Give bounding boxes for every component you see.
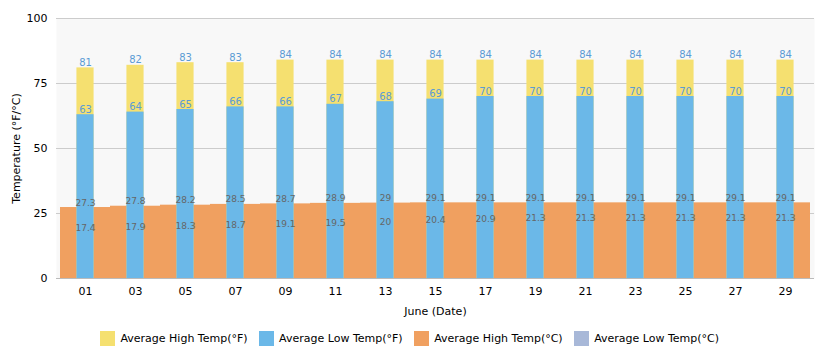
svg-text:21: 21 <box>579 285 593 298</box>
svg-text:81: 81 <box>79 57 92 68</box>
svg-text:100: 100 <box>27 12 48 25</box>
svg-text:68: 68 <box>379 91 392 102</box>
svg-text:29: 29 <box>380 193 392 203</box>
svg-text:29.1: 29.1 <box>475 193 495 203</box>
svg-text:83: 83 <box>179 52 192 63</box>
svg-text:69: 69 <box>429 88 442 99</box>
svg-text:20.4: 20.4 <box>425 215 445 225</box>
svg-text:19: 19 <box>529 285 543 298</box>
svg-text:67: 67 <box>329 93 342 104</box>
html-text:Average Low Temp(°F): Average Low Temp(°F) <box>279 332 403 345</box>
svg-text:64: 64 <box>129 101 142 112</box>
svg-text:84: 84 <box>579 49 592 60</box>
svg-text:28.2: 28.2 <box>175 195 195 205</box>
svg-text:84: 84 <box>779 49 792 60</box>
svg-text:84: 84 <box>429 49 442 60</box>
svg-text:0: 0 <box>41 272 48 285</box>
svg-text:21.3: 21.3 <box>525 213 545 223</box>
svg-text:13: 13 <box>379 285 393 298</box>
svg-text:28.5: 28.5 <box>225 194 245 204</box>
svg-text:84: 84 <box>729 49 742 60</box>
svg-text:03: 03 <box>129 285 143 298</box>
svg-text:84: 84 <box>679 49 692 60</box>
html-text:Average High Temp(°C): Average High Temp(°C) <box>434 332 563 345</box>
svg-text:29.1: 29.1 <box>725 193 745 203</box>
svg-text:21.3: 21.3 <box>725 213 745 223</box>
svg-text:18.3: 18.3 <box>175 221 195 231</box>
svg-text:84: 84 <box>329 49 342 60</box>
svg-text:29: 29 <box>779 285 793 298</box>
svg-text:11: 11 <box>329 285 343 298</box>
svg-text:Temperature (°F/°C): Temperature (°F/°C) <box>10 93 23 204</box>
svg-text:27.8: 27.8 <box>125 196 145 206</box>
svg-text:29.1: 29.1 <box>775 193 795 203</box>
svg-text:17: 17 <box>479 285 493 298</box>
svg-text:28.9: 28.9 <box>325 193 345 203</box>
svg-text:25: 25 <box>679 285 693 298</box>
svg-text:83: 83 <box>229 52 242 63</box>
svg-text:20.9: 20.9 <box>475 214 495 224</box>
svg-text:01: 01 <box>79 285 93 298</box>
svg-text:19.5: 19.5 <box>325 218 345 228</box>
svg-text:70: 70 <box>629 86 642 97</box>
html-text:Average High Temp(°F): Average High Temp(°F) <box>120 332 248 345</box>
svg-text:84: 84 <box>379 49 392 60</box>
svg-text:70: 70 <box>579 86 592 97</box>
svg-text:84: 84 <box>629 49 642 60</box>
svg-text:70: 70 <box>529 86 542 97</box>
svg-text:07: 07 <box>229 285 243 298</box>
svg-text:21.3: 21.3 <box>775 213 795 223</box>
svg-text:70: 70 <box>679 86 692 97</box>
svg-text:17.9: 17.9 <box>125 222 145 232</box>
svg-text:75: 75 <box>34 77 48 90</box>
svg-text:66: 66 <box>279 96 292 107</box>
svg-text:18.7: 18.7 <box>225 220 245 230</box>
svg-text:84: 84 <box>479 49 492 60</box>
svg-text:84: 84 <box>279 49 292 60</box>
svg-text:84: 84 <box>529 49 542 60</box>
svg-text:21.3: 21.3 <box>575 213 595 223</box>
svg-text:29.1: 29.1 <box>425 193 445 203</box>
svg-text:21.3: 21.3 <box>675 213 695 223</box>
svg-text:70: 70 <box>729 86 742 97</box>
svg-text:20: 20 <box>380 217 392 227</box>
svg-text:29.1: 29.1 <box>525 193 545 203</box>
svg-text:27.3: 27.3 <box>75 198 95 208</box>
svg-text:63: 63 <box>79 104 92 115</box>
svg-text:28.7: 28.7 <box>275 194 295 204</box>
svg-text:27: 27 <box>729 285 743 298</box>
svg-text:65: 65 <box>179 99 192 110</box>
svg-text:82: 82 <box>129 54 142 65</box>
svg-text:29.1: 29.1 <box>675 193 695 203</box>
svg-text:70: 70 <box>779 86 792 97</box>
svg-text:23: 23 <box>629 285 643 298</box>
svg-text:70: 70 <box>479 86 492 97</box>
svg-text:09: 09 <box>279 285 293 298</box>
html-text:Average Low Temp(°C): Average Low Temp(°C) <box>594 332 720 345</box>
svg-text:50: 50 <box>34 142 48 155</box>
svg-text:29.1: 29.1 <box>575 193 595 203</box>
svg-text:19.1: 19.1 <box>275 219 295 229</box>
svg-text:25: 25 <box>34 207 48 220</box>
svg-text:05: 05 <box>179 285 193 298</box>
svg-text:66: 66 <box>229 96 242 107</box>
svg-text:29.1: 29.1 <box>625 193 645 203</box>
svg-text:21.3: 21.3 <box>625 213 645 223</box>
svg-text:17.4: 17.4 <box>75 223 95 233</box>
svg-text:15: 15 <box>429 285 443 298</box>
svg-text:June (Date): June (Date) <box>403 305 466 318</box>
